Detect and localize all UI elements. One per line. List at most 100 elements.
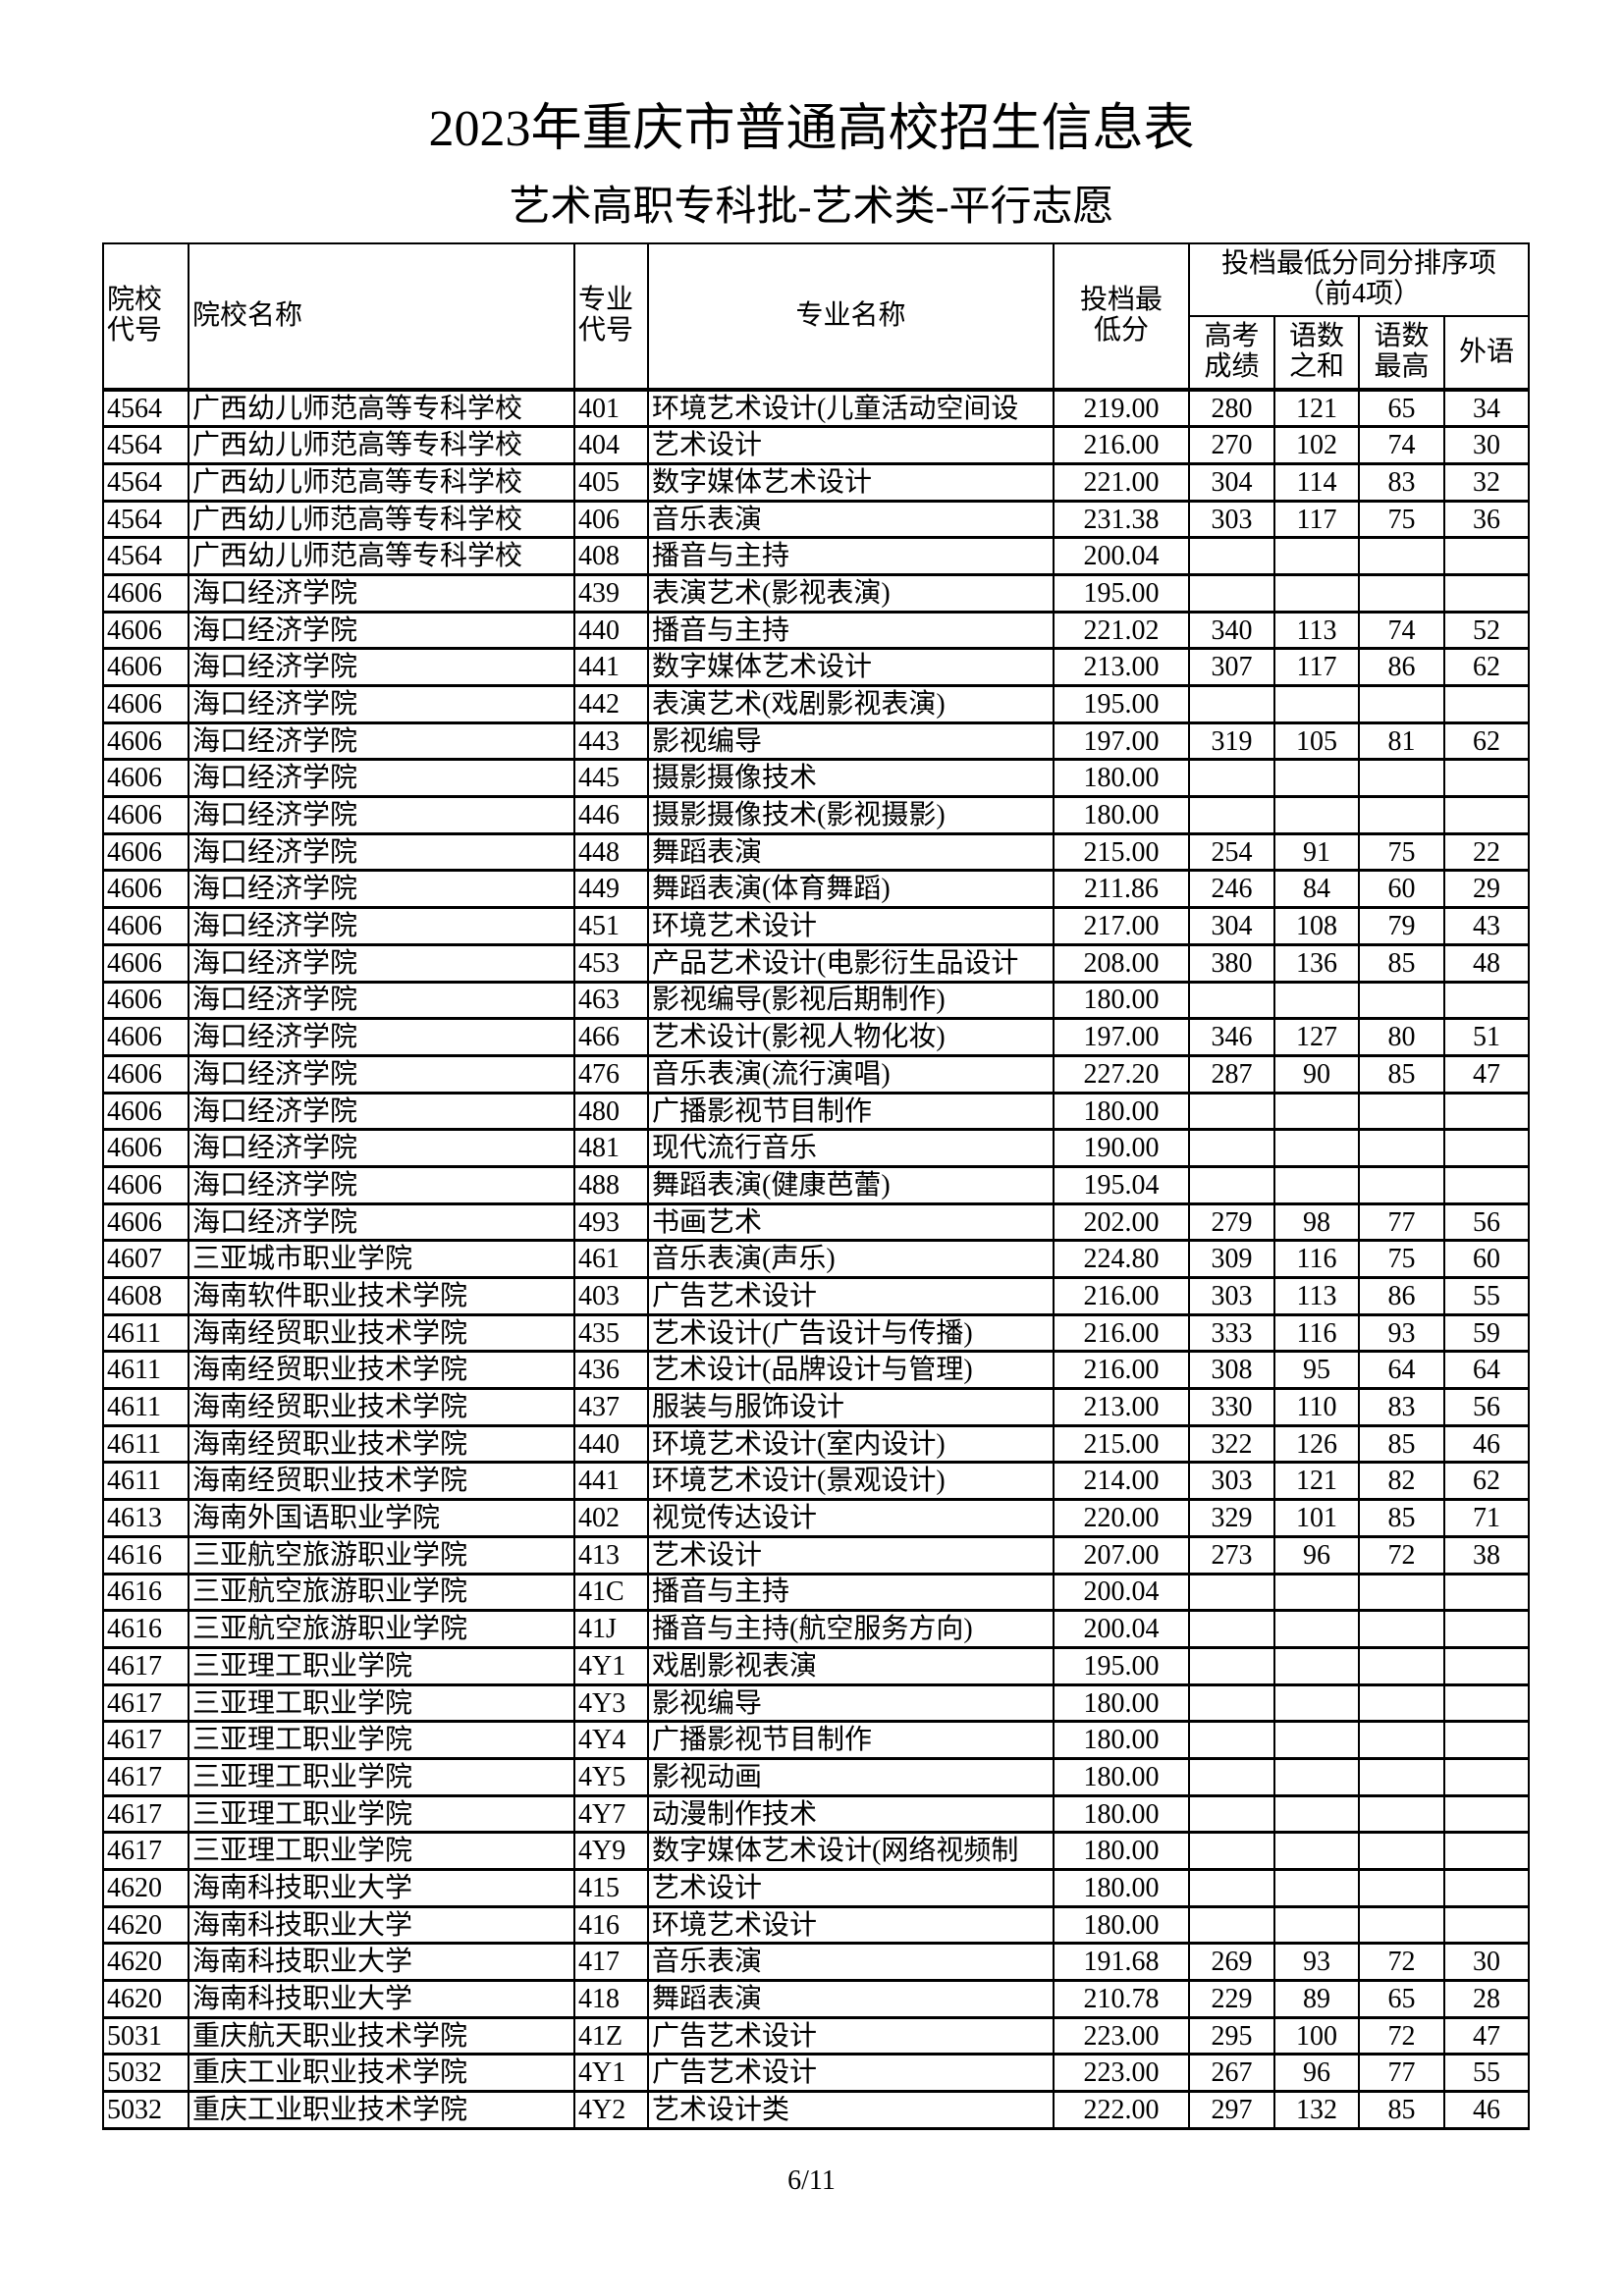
gaokao-score-cell: 246 [1188,869,1275,910]
chinese-math-max-cell: 79 [1358,906,1445,946]
chinese-math-sum-cell: 90 [1273,1054,1360,1095]
foreign-lang-score-cell [1442,1868,1531,1908]
school-name-cell: 海南经贸职业技术学院 [188,1424,575,1465]
chinese-math-max-cell: 82 [1358,1461,1445,1502]
chinese-math-max-cell: 85 [1358,1054,1445,1095]
major-code-cell: 448 [573,832,649,873]
school-code-cell: 4611 [102,1461,189,1502]
gaokao-score-cell: 273 [1188,1535,1275,1575]
chinese-math-max-cell [1358,1905,1445,1946]
min-score-cell: 195.00 [1053,1646,1190,1686]
school-code-cell: 5032 [102,2090,189,2130]
min-score-cell: 215.00 [1053,1424,1190,1465]
gaokao-score-cell [1188,684,1275,724]
gaokao-score-cell [1188,1720,1275,1760]
min-score-cell: 221.00 [1053,462,1190,503]
min-score-cell: 195.00 [1053,573,1190,614]
major-code-cell: 41C [573,1573,649,1613]
school-name-cell: 海南软件职业技术学院 [188,1276,575,1316]
school-name-cell: 三亚理工职业学院 [188,1720,575,1760]
chinese-math-max-cell: 75 [1358,832,1445,873]
school-code-cell: 4617 [102,1757,189,1797]
foreign-lang-score-cell [1442,684,1531,724]
table-row: 4564 广西幼儿师范高等专科学校 408 播音与主持 200.04 [102,536,1531,576]
chinese-math-max-cell [1358,1646,1445,1686]
chinese-math-sum-cell: 117 [1273,500,1360,540]
table-row: 4564 广西幼儿师范高等专科学校 405 数字媒体艺术设计 221.00 304 114 8… [102,462,1531,503]
table-row: 4606 海口经济学院 441 数字媒体艺术设计 213.00 307 117 86 62 [102,647,1531,687]
school-name-cell: 海口经济学院 [188,721,575,762]
chinese-math-max-cell [1358,536,1445,576]
major-code-cell: 466 [573,1017,649,1057]
chinese-math-max-cell: 83 [1358,462,1445,503]
school-name-cell: 海口经济学院 [188,1092,575,1132]
school-code-cell: 4617 [102,1794,189,1835]
table-row: 4611 海南经贸职业技术学院 437 服装与服饰设计 213.00 330 110 83 56 [102,1387,1531,1427]
foreign-lang-score-cell: 60 [1442,1239,1531,1279]
school-name-cell: 广西幼儿师范高等专科学校 [188,500,575,540]
school-name-cell: 海南经贸职业技术学院 [188,1461,575,1502]
school-code-cell: 4606 [102,684,189,724]
min-score-cell: 200.04 [1053,536,1190,576]
gaokao-score-cell [1188,1573,1275,1613]
major-name-cell: 表演艺术(影视表演) [647,573,1055,614]
min-score-cell: 200.04 [1053,1573,1190,1613]
gaokao-score-cell [1188,1831,1275,1871]
foreign-lang-score-cell: 30 [1442,1942,1531,1983]
page-title: 2023年重庆市普通高校招生信息表 [428,101,1195,157]
min-score-cell: 220.00 [1053,1498,1190,1538]
gaokao-score-cell [1188,758,1275,799]
major-code-cell: 4Y7 [573,1794,649,1835]
school-code-cell: 4611 [102,1424,189,1465]
chinese-math-max-cell [1358,1794,1445,1835]
major-name-cell: 产品艺术设计(电影衍生品设计 [647,943,1055,984]
major-code-cell: 436 [573,1350,649,1391]
school-name-cell: 广西幼儿师范高等专科学校 [188,425,575,465]
gaokao-score-cell: 269 [1188,1942,1275,1983]
header-gaokao: 高考成绩 [1188,315,1275,391]
chinese-math-max-cell: 81 [1358,721,1445,762]
major-code-cell: 4Y1 [573,2053,649,2094]
chinese-math-max-cell [1358,1683,1445,1724]
min-score-cell: 216.00 [1053,1313,1190,1354]
major-code-cell: 415 [573,1868,649,1908]
major-name-cell: 音乐表演(声乐) [647,1239,1055,1279]
school-code-cell: 4611 [102,1313,189,1354]
major-name-cell: 播音与主持 [647,536,1055,576]
major-name-cell: 艺术设计 [647,1535,1055,1575]
table-row: 4606 海口经济学院 466 艺术设计(影视人物化妆) 197.00 346 127 80 5… [102,1017,1531,1057]
major-name-cell: 播音与主持 [647,611,1055,651]
major-name-cell: 现代流行音乐 [647,1128,1055,1168]
chinese-math-max-cell: 75 [1358,500,1445,540]
school-code-cell: 4606 [102,1092,189,1132]
min-score-cell: 180.00 [1053,1757,1190,1797]
chinese-math-sum-cell [1273,1092,1360,1132]
table-row: 4606 海口经济学院 443 影视编导 197.00 319 105 81 62 [102,721,1531,762]
chinese-math-max-cell: 74 [1358,425,1445,465]
foreign-lang-score-cell [1442,1128,1531,1168]
gaokao-score-cell [1188,536,1275,576]
major-code-cell: 4Y4 [573,1720,649,1760]
major-name-cell: 舞蹈表演 [647,1979,1055,2019]
gaokao-score-cell: 330 [1188,1387,1275,1427]
table-row: 4611 海南经贸职业技术学院 435 艺术设计(广告设计与传播) 216.00 333 1… [102,1313,1531,1354]
school-name-cell: 海口经济学院 [188,981,575,1021]
chinese-math-sum-cell: 110 [1273,1387,1360,1427]
school-code-cell: 4617 [102,1683,189,1724]
chinese-math-sum-cell: 132 [1273,2090,1360,2130]
chinese-math-sum-cell [1273,1720,1360,1760]
table-body: 4564 广西幼儿师范高等专科学校 401 环境艺术设计(儿童活动空间设 219.00 2… [102,389,1531,2130]
chinese-math-sum-cell: 116 [1273,1313,1360,1354]
school-name-cell: 海口经济学院 [188,573,575,614]
table-row: 4617 三亚理工职业学院 4Y4 广播影视节目制作 180.00 [102,1720,1531,1760]
chinese-math-max-cell [1358,795,1445,835]
table-row: 4616 三亚航空旅游职业学院 41C 播音与主持 200.04 [102,1573,1531,1613]
major-name-cell: 动漫制作技术 [647,1794,1055,1835]
school-code-cell: 4564 [102,536,189,576]
major-code-cell: 417 [573,1942,649,1983]
chinese-math-max-cell: 85 [1358,943,1445,984]
min-score-cell: 216.00 [1053,1350,1190,1391]
school-name-cell: 三亚理工职业学院 [188,1794,575,1835]
major-name-cell: 广告艺术设计 [647,2016,1055,2056]
school-code-cell: 5031 [102,2016,189,2056]
